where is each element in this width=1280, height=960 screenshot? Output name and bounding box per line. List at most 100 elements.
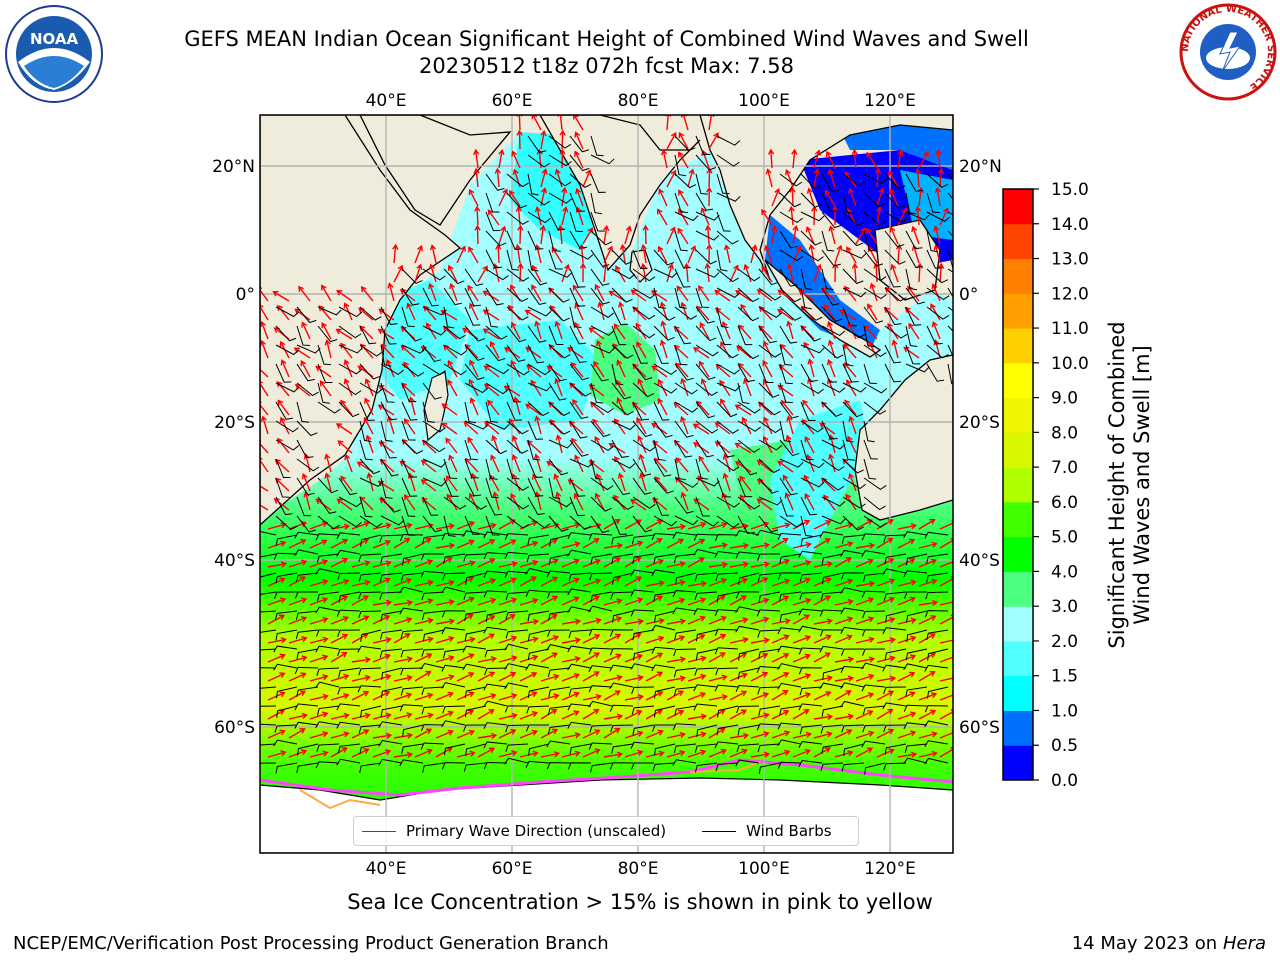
wave-direction-arrow [834,658,853,663]
wave-direction-arrow [720,342,731,359]
wave-arrow-head [651,365,658,372]
wave-arrow-head [322,616,329,623]
wave-arrow-head [866,747,874,754]
wave-arrow-head [639,472,646,479]
wave-arrow-head [803,519,811,526]
wind-barb [674,192,689,213]
wind-barb [905,686,928,698]
wave-direction-arrow [574,151,584,169]
wind-barb [842,249,867,259]
wind-barb [443,268,465,285]
wave-direction-arrow [325,454,332,473]
wave-direction-arrow [834,557,851,568]
wave-arrow-head [510,671,517,678]
sea-ice-edge-2 [299,761,761,810]
wave-direction-arrow [561,542,580,549]
wind-barb [674,249,691,269]
wave-arrow-head [784,578,791,585]
wind-barb [359,401,375,421]
wind-barb [275,325,297,342]
wave-direction-arrow [778,289,794,302]
wave-direction-arrow [932,284,941,302]
wind-barb [609,704,634,712]
wave-direction-arrow [404,494,416,511]
wave-direction-arrow [693,423,710,435]
wind-barb [358,553,382,562]
wave-direction-arrow [409,397,416,416]
wave-direction-arrow [645,581,664,587]
wind-barb [380,382,395,403]
lat-tick-left: 0° [236,285,255,305]
wind-barb [548,230,561,252]
wave-direction-arrow [484,384,500,397]
wave-arrow-head [469,750,476,757]
wind-barb [421,648,445,657]
wave-arrow-head [935,148,942,155]
wind-barb [506,249,520,271]
wind-barb [842,382,867,393]
wave-direction-arrow [729,749,747,758]
wind-barb [842,306,857,327]
wind-barb [840,682,865,689]
wind-barb [590,762,613,773]
wave-arrow-head [342,615,350,622]
wave-arrow-head [784,749,791,756]
wind-barb [735,759,760,767]
wind-barb [527,325,547,343]
wave-direction-arrow [351,615,369,625]
legend-red-line-icon [362,830,396,832]
wind-barb [800,325,821,342]
footer-date: 14 May 2023 on Hera [1072,933,1266,954]
wind-barb [653,458,672,477]
wave-arrow-head [552,635,560,642]
wind-barb [842,325,866,339]
wind-barb [527,420,544,440]
wave-direction-arrow [870,283,878,302]
wave-direction-arrow [267,672,285,682]
wind-barb [443,458,458,480]
wave-arrow-head [714,441,721,447]
wave-direction-arrow [573,115,584,131]
wind-barb [359,477,384,487]
wave-direction-arrow [603,633,621,644]
wind-barb [672,590,697,598]
wave-arrow-head [803,709,810,715]
wave-direction-arrow [708,675,727,682]
wind-barb [841,648,865,656]
wave-direction-arrow [939,560,953,568]
wind-barb [758,705,781,717]
wave-direction-arrow [834,523,853,530]
wave-arrow-head [406,522,413,529]
wave-direction-arrow [519,541,538,549]
wave-direction-arrow [571,438,584,454]
wave-arrow-head [721,674,728,681]
wind-barb [378,740,403,747]
wind-barb [547,705,571,716]
wave-direction-arrow [372,540,390,549]
wind-barb [357,685,382,693]
wind-barb [735,625,760,633]
wave-arrow-head [324,472,331,479]
wind-barb [485,610,508,623]
wave-arrow-head [825,577,832,584]
wind-barb [924,720,949,728]
wind-barb [506,420,529,435]
madagascar-land [423,371,449,442]
wave-arrow-head [574,454,580,461]
wave-arrow-head [658,580,666,587]
wind-barb [260,648,277,651]
wave-arrow-head [698,538,706,545]
wave-arrow-head [492,491,499,498]
wind-barb [737,325,753,346]
wave-arrow-head [300,597,308,604]
wave-direction-arrow [582,170,591,188]
wave-direction-arrow [609,290,626,302]
wave-arrow-head [657,690,664,697]
wind-barb [485,173,505,191]
wave-arrow-head [784,522,791,529]
wave-arrow-head [659,339,666,346]
wind-barb [632,420,653,438]
wave-arrow-head [659,301,666,308]
legend-label: Primary Wave Direction (unscaled) [406,822,667,840]
wind-barb [632,515,653,533]
